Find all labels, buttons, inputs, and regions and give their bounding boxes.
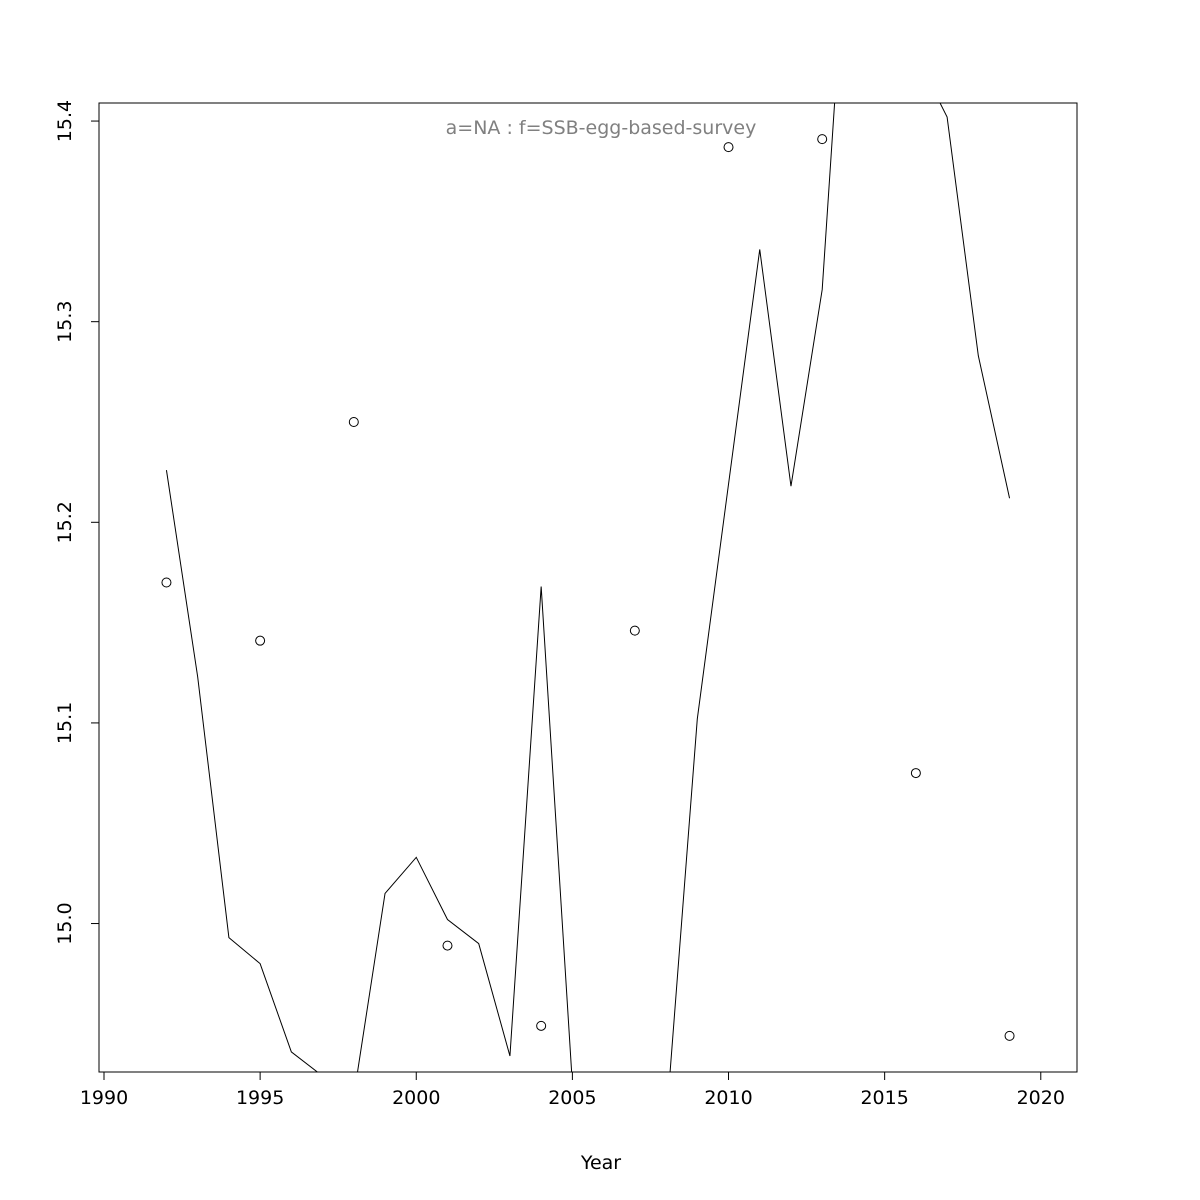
data-point xyxy=(817,134,828,145)
data-point xyxy=(255,635,266,646)
data-point xyxy=(910,768,921,779)
x-tick-label: 2005 xyxy=(548,1087,596,1109)
data-point xyxy=(723,142,734,153)
y-tick-label: 15.4 xyxy=(54,100,76,142)
y-tick-label: 15.0 xyxy=(54,902,76,944)
x-tick-label: 1990 xyxy=(80,1087,128,1109)
data-point xyxy=(1004,1030,1015,1041)
x-tick-label: 1995 xyxy=(236,1087,284,1109)
data-point xyxy=(348,416,359,427)
x-tick-label: 2015 xyxy=(860,1087,908,1109)
data-line xyxy=(165,103,1011,1072)
y-tick-label: 15.3 xyxy=(54,301,76,343)
chart-title: a=NA : f=SSB-egg-based-survey xyxy=(446,117,757,139)
x-tick-label: 2010 xyxy=(704,1087,752,1109)
data-point xyxy=(629,625,640,636)
plot-area xyxy=(161,103,1015,1072)
data-point xyxy=(442,940,453,951)
x-tick-label: 2020 xyxy=(1017,1087,1065,1109)
x-tick-label: 2000 xyxy=(392,1087,440,1109)
data-point xyxy=(161,577,172,588)
y-tick-label: 15.2 xyxy=(54,501,76,543)
data-point xyxy=(536,1020,547,1031)
x-axis-label: Year xyxy=(580,1152,621,1174)
plot-frame xyxy=(98,102,1078,1073)
y-tick-label: 15.1 xyxy=(54,702,76,744)
